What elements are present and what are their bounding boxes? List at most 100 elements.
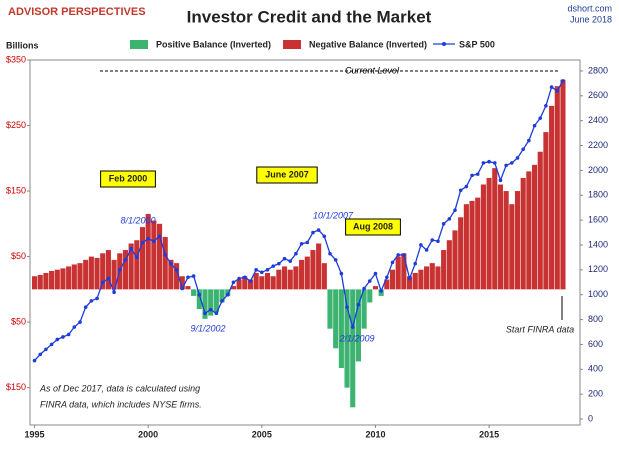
- point: [345, 305, 349, 309]
- date: June 2018: [570, 14, 612, 24]
- y2-tick-label: 2600: [588, 90, 608, 100]
- legend-label: Negative Balance (Inverted): [309, 39, 427, 49]
- point: [527, 138, 531, 143]
- legend-label: Positive Balance (Inverted): [156, 39, 271, 49]
- annotation: 8/1/2000: [120, 215, 155, 225]
- bar: [105, 250, 111, 290]
- bar: [287, 269, 293, 290]
- point: [174, 268, 179, 272]
- point: [220, 299, 224, 303]
- bar: [242, 276, 248, 290]
- bar: [83, 259, 89, 290]
- bar: [77, 263, 83, 290]
- point: [242, 275, 247, 280]
- bar: [333, 289, 339, 349]
- annotation: Aug 2008: [353, 221, 393, 231]
- bar: [497, 184, 504, 290]
- y-tick-label: $50: [11, 316, 26, 326]
- point: [225, 292, 230, 297]
- x-tick-label: 2015: [479, 429, 499, 439]
- point: [112, 290, 116, 295]
- point: [544, 103, 548, 108]
- point: [504, 163, 508, 168]
- point: [271, 264, 275, 268]
- bar: [191, 289, 197, 296]
- bar: [202, 289, 208, 319]
- point: [288, 259, 293, 263]
- point: [55, 337, 60, 342]
- point: [538, 116, 543, 120]
- legend-swatch: [283, 40, 301, 49]
- y-tick-label: $150: [6, 382, 26, 392]
- y2-tick-label: 1400: [588, 239, 608, 249]
- point: [140, 240, 145, 245]
- point: [413, 261, 418, 266]
- point: [464, 184, 469, 189]
- y2-tick-label: 1800: [588, 190, 608, 200]
- bar: [549, 105, 555, 290]
- point: [430, 238, 435, 242]
- legend-marker: [442, 42, 446, 46]
- bar: [321, 263, 327, 290]
- callout-box: [345, 218, 401, 236]
- y2-tick-label: 600: [588, 339, 603, 349]
- point: [396, 253, 400, 257]
- point: [316, 228, 321, 232]
- point: [61, 335, 65, 339]
- point: [362, 286, 366, 291]
- bar: [435, 266, 441, 290]
- point: [135, 255, 139, 260]
- bar: [480, 184, 486, 290]
- point: [191, 274, 196, 278]
- point: [407, 276, 412, 281]
- bar: [293, 266, 299, 290]
- point: [470, 173, 474, 178]
- annotation: June 2007: [265, 169, 309, 179]
- point: [186, 275, 190, 280]
- bar: [520, 177, 526, 290]
- point: [498, 178, 503, 183]
- annotation: Start FINRA data: [506, 324, 574, 334]
- point: [447, 217, 452, 221]
- bar: [543, 132, 549, 290]
- source: dshort.com: [567, 3, 612, 13]
- point: [424, 248, 429, 252]
- bar: [259, 276, 265, 290]
- bar: [196, 289, 202, 310]
- point: [305, 240, 310, 245]
- point: [83, 305, 88, 309]
- y2-tick-label: 400: [588, 364, 603, 374]
- point: [356, 302, 361, 307]
- bar: [213, 289, 219, 313]
- bar: [395, 256, 401, 290]
- bar: [208, 289, 214, 316]
- bar: [452, 230, 458, 290]
- bar: [367, 289, 373, 303]
- bar: [156, 223, 163, 290]
- bar: [463, 204, 469, 290]
- bar: [49, 271, 55, 290]
- annotation: FINRA data, which includes NYSE firms.: [40, 399, 202, 409]
- point: [44, 347, 48, 352]
- point: [106, 276, 111, 281]
- bar: [492, 168, 498, 290]
- point: [367, 279, 372, 283]
- bar: [486, 177, 492, 290]
- bar: [88, 256, 94, 290]
- point: [231, 280, 236, 285]
- bar: [111, 259, 117, 290]
- bar: [94, 257, 100, 290]
- bar: [60, 268, 66, 290]
- bar: [37, 274, 43, 290]
- point: [515, 156, 520, 160]
- bar: [230, 286, 236, 290]
- point: [487, 159, 491, 164]
- bar: [537, 151, 543, 290]
- y2-tick-label: 1600: [588, 214, 608, 224]
- bar: [247, 279, 254, 290]
- y2-tick-label: 2200: [588, 140, 608, 150]
- point: [260, 270, 264, 275]
- point: [169, 261, 173, 266]
- point: [129, 246, 133, 251]
- bar: [327, 289, 333, 329]
